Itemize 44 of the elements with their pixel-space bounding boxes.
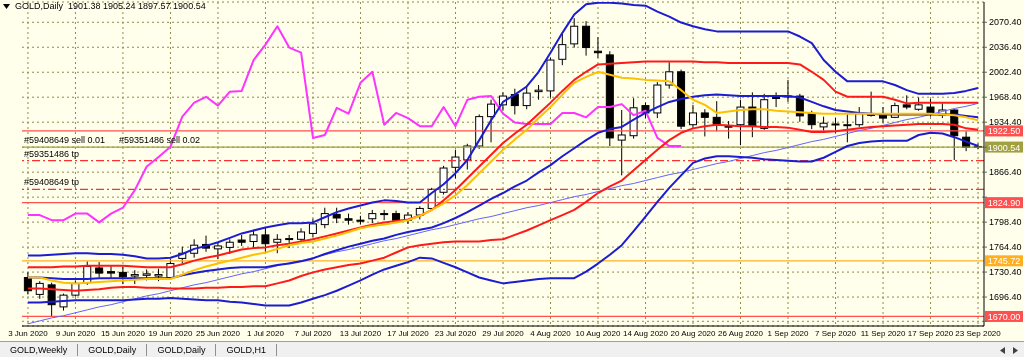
ref-line-label: 1745.72: [987, 256, 1021, 267]
annotation: #59351486 tp: [24, 148, 80, 159]
text: GOLD,Weekly: [0, 344, 79, 356]
annotation: #59408649 tp: [24, 177, 80, 188]
x-tick-label: 17 Sep 2020: [907, 329, 954, 338]
x-tick-label: 1 Sep 2020: [767, 329, 810, 338]
y-tick-label: 1798.40: [989, 217, 1022, 228]
x-tick-label: 13 Jul 2020: [339, 329, 382, 338]
text: GOLD,H1: [216, 344, 277, 356]
ref-line-label: 1824.90: [987, 198, 1021, 209]
x-tick-label: 23 Jul 2020: [434, 329, 477, 338]
x-tick-label: 20 Aug 2020: [670, 329, 717, 338]
x-tick-label: 11 Sep 2020: [860, 329, 906, 338]
y-tick-label: 1696.40: [989, 292, 1022, 303]
y-tick-label: 1968.40: [989, 92, 1022, 103]
x-tick-label: 1 Jul 2020: [247, 329, 285, 338]
x-tick-label: 19 Jun 2020: [148, 329, 194, 338]
x-tick-label: 3 Jun 2020: [8, 329, 49, 338]
x-tick-label: 7 Sep 2020: [815, 329, 857, 338]
x-tick-label: 7 Jul 2020: [294, 329, 332, 338]
ref-line-label: 1900.54: [987, 142, 1021, 153]
ref-line-label: 1670.00: [987, 311, 1021, 322]
y-tick-label: 2036.40: [989, 42, 1022, 53]
x-tick-label: 17 Jul 2020: [387, 329, 430, 338]
ref-line-label: 1922.50: [987, 126, 1021, 137]
y-tick-label: 1866.40: [989, 167, 1022, 178]
y-tick-label: 1934.40: [989, 117, 1022, 128]
text: GOLD,Daily: [78, 344, 148, 356]
y-tick-label: 1730.40: [989, 267, 1022, 278]
y-tick-label: 1764.40: [989, 242, 1022, 253]
x-tick-label: 4 Aug 2020: [530, 329, 572, 338]
x-tick-label: 9 Jun 2020: [55, 329, 96, 338]
x-tick-label: 15 Jun 2020: [100, 329, 146, 338]
y-tick-label: 2002.40: [989, 67, 1022, 78]
y-tick-label: 2070.40: [989, 17, 1022, 28]
x-tick-label: 29 Jul 2020: [482, 329, 525, 338]
x-tick-label: 10 Aug 2020: [575, 329, 622, 338]
x-tick-label: 14 Aug 2020: [623, 329, 669, 338]
x-tick-label: 23 Sep 2020: [955, 329, 1002, 338]
annotation: #59408649 sell 0.01: [24, 135, 106, 146]
x-tick-label: 25 Jun 2020: [195, 329, 241, 338]
text: GOLD,Daily: [147, 344, 217, 356]
chart-title: GOLD,Daily 1901.38 1905.24 1897.57 1900.54: [15, 1, 206, 11]
x-tick-label: 26 Aug 2020: [718, 329, 764, 338]
